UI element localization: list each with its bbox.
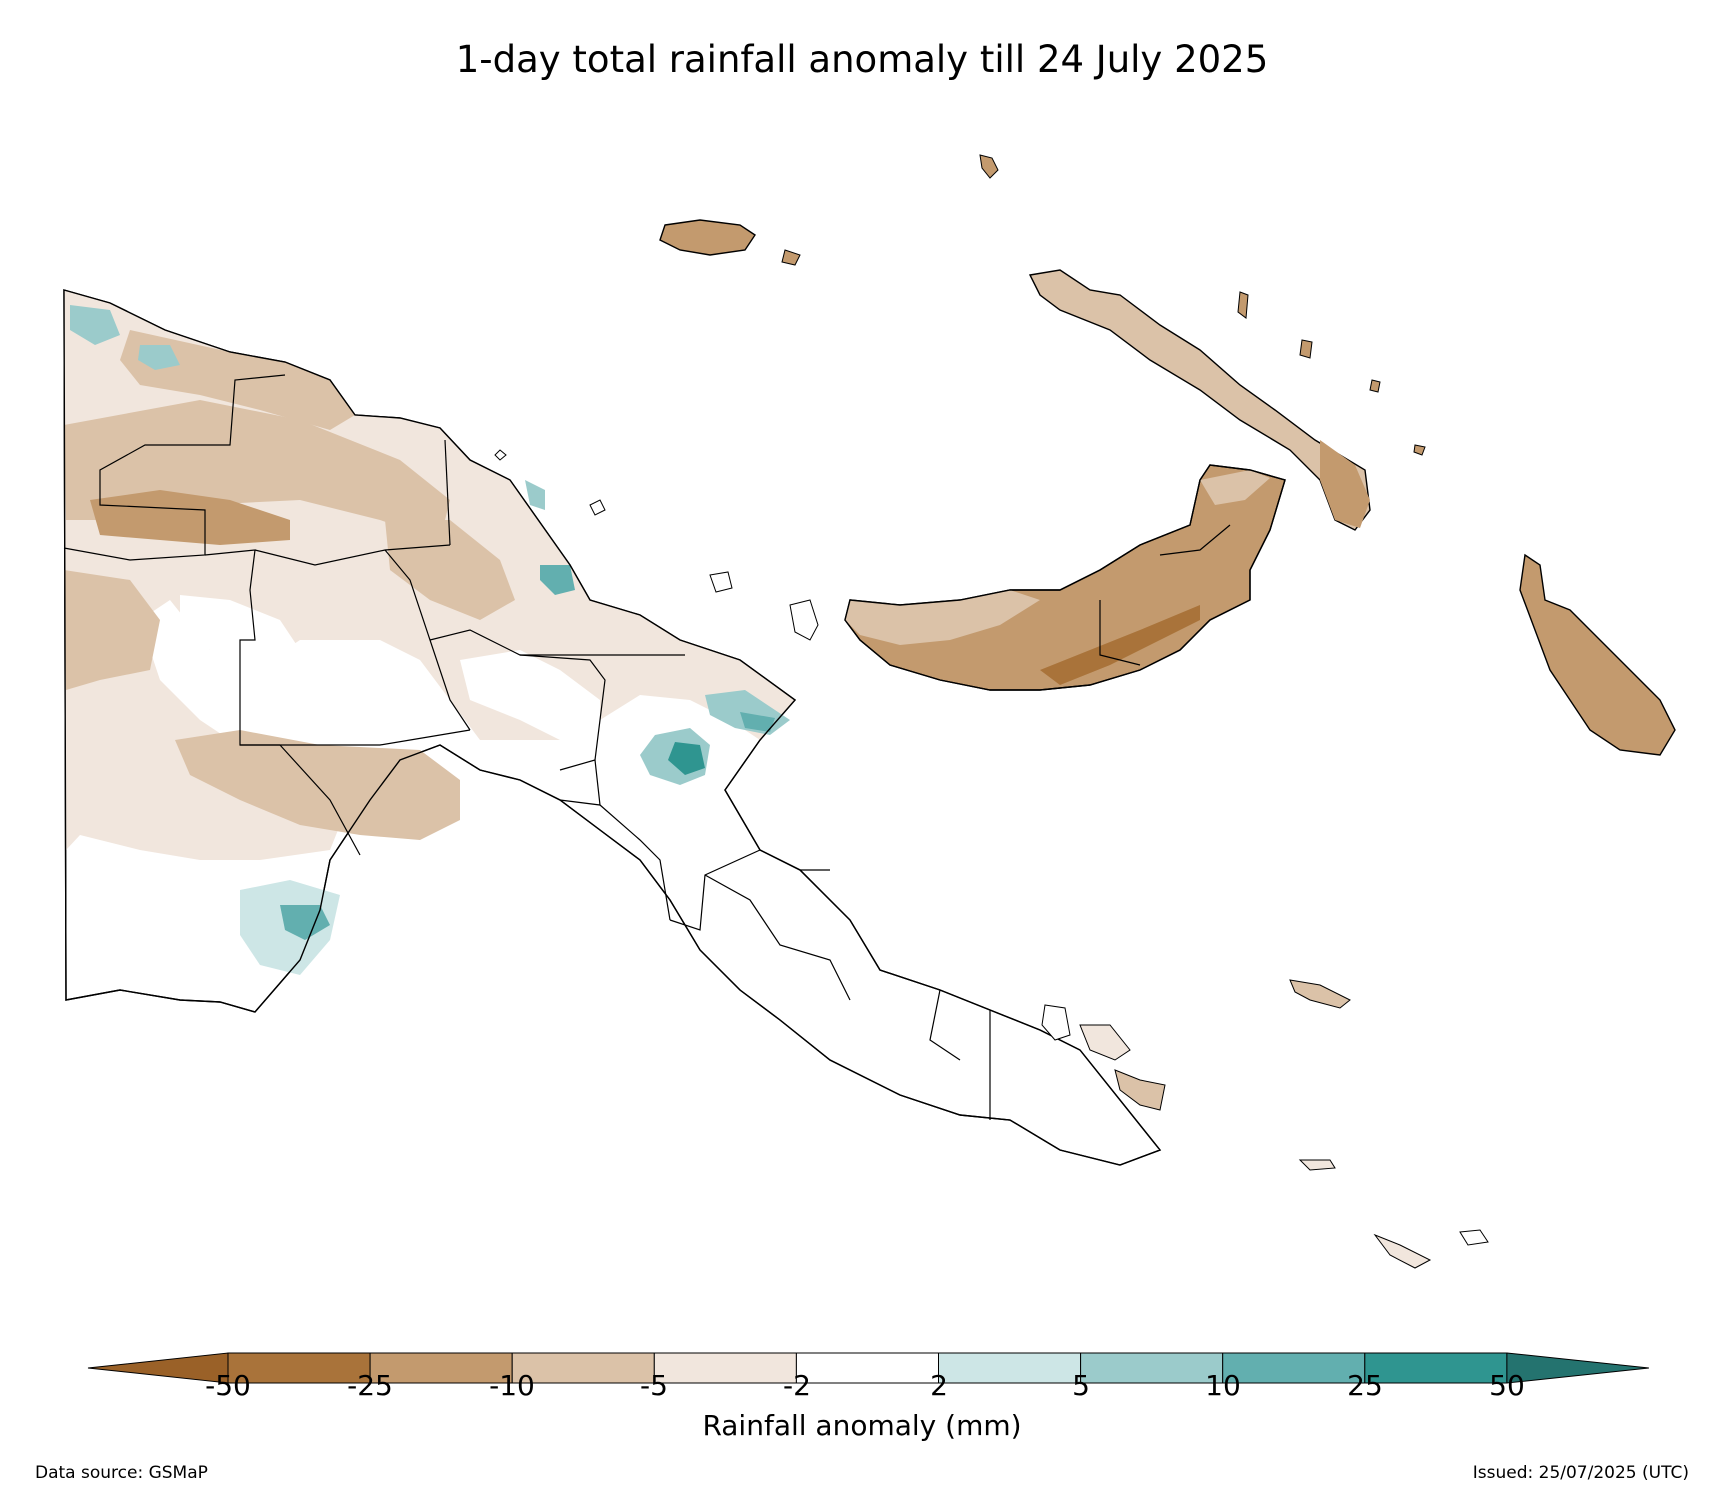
colorbar-tick-label: -50: [205, 1369, 251, 1402]
colorbar-label: Rainfall anomaly (mm): [702, 1409, 1022, 1442]
anomaly-wet-b-core: [740, 712, 775, 732]
bougainville: [1519, 553, 1676, 756]
anomaly-wet-f: [540, 565, 575, 595]
manus: [659, 219, 801, 266]
colorbar-tick-label: -25: [347, 1369, 393, 1402]
map-title: 1-day total rainfall anomaly till 24 Jul…: [455, 38, 1269, 81]
anomaly-wet-g: [525, 480, 545, 510]
anomaly-dark-north: [90, 490, 290, 545]
colorbar-tick-label: 5: [1072, 1369, 1090, 1402]
small-islands: [979, 154, 1426, 456]
dentrecasteaux-islands: [1041, 979, 1489, 1269]
colorbar-tick-label: 25: [1347, 1369, 1383, 1402]
colorbar-segment: [795, 1352, 940, 1384]
issued-date: Issued: 25/07/2025 (UTC): [1472, 1463, 1689, 1483]
anomaly-medium-west: [64, 570, 160, 690]
colorbar-tick-label: -5: [640, 1369, 668, 1402]
province-boundaries: [63, 374, 991, 1120]
anomaly-medium-east: [385, 520, 515, 620]
anomaly-wet-e: [138, 345, 180, 370]
colorbar-tick-label: 50: [1489, 1369, 1525, 1402]
mainland: [63, 289, 1162, 1166]
colorbar-segment: [511, 1352, 655, 1384]
colorbar-tick-label: -2: [783, 1369, 811, 1402]
anomaly-wet-a-core: [668, 742, 705, 775]
anomaly-neutral-b: [460, 650, 600, 760]
colorbar: [87, 1352, 1649, 1384]
new-ireland: [1028, 269, 1371, 531]
colorbar-segment: [369, 1352, 513, 1384]
colorbar-segment: [938, 1352, 1082, 1384]
anomaly-neutral-a: [180, 595, 300, 680]
colorbar-segment: [1222, 1352, 1366, 1384]
colorbar-segment: [227, 1352, 371, 1384]
colorbar-segment: [1080, 1352, 1224, 1384]
colorbar-tick-label: -10: [489, 1369, 535, 1402]
anomaly-wet-d: [70, 305, 120, 345]
colorbar-segment: [653, 1352, 797, 1384]
colorbar-segment: [1364, 1352, 1508, 1384]
new-britain: [844, 464, 1286, 691]
colorbar-tick-label: 10: [1205, 1369, 1241, 1402]
colorbar-tick-label: 2: [930, 1369, 948, 1402]
anomaly-medium-south: [175, 730, 460, 840]
anomaly-wet-c-core: [280, 905, 330, 940]
colorbar-extend-high: [1506, 1352, 1649, 1384]
small-islands-white: [494, 449, 819, 641]
data-source: Data source: GSMaP: [35, 1463, 208, 1483]
